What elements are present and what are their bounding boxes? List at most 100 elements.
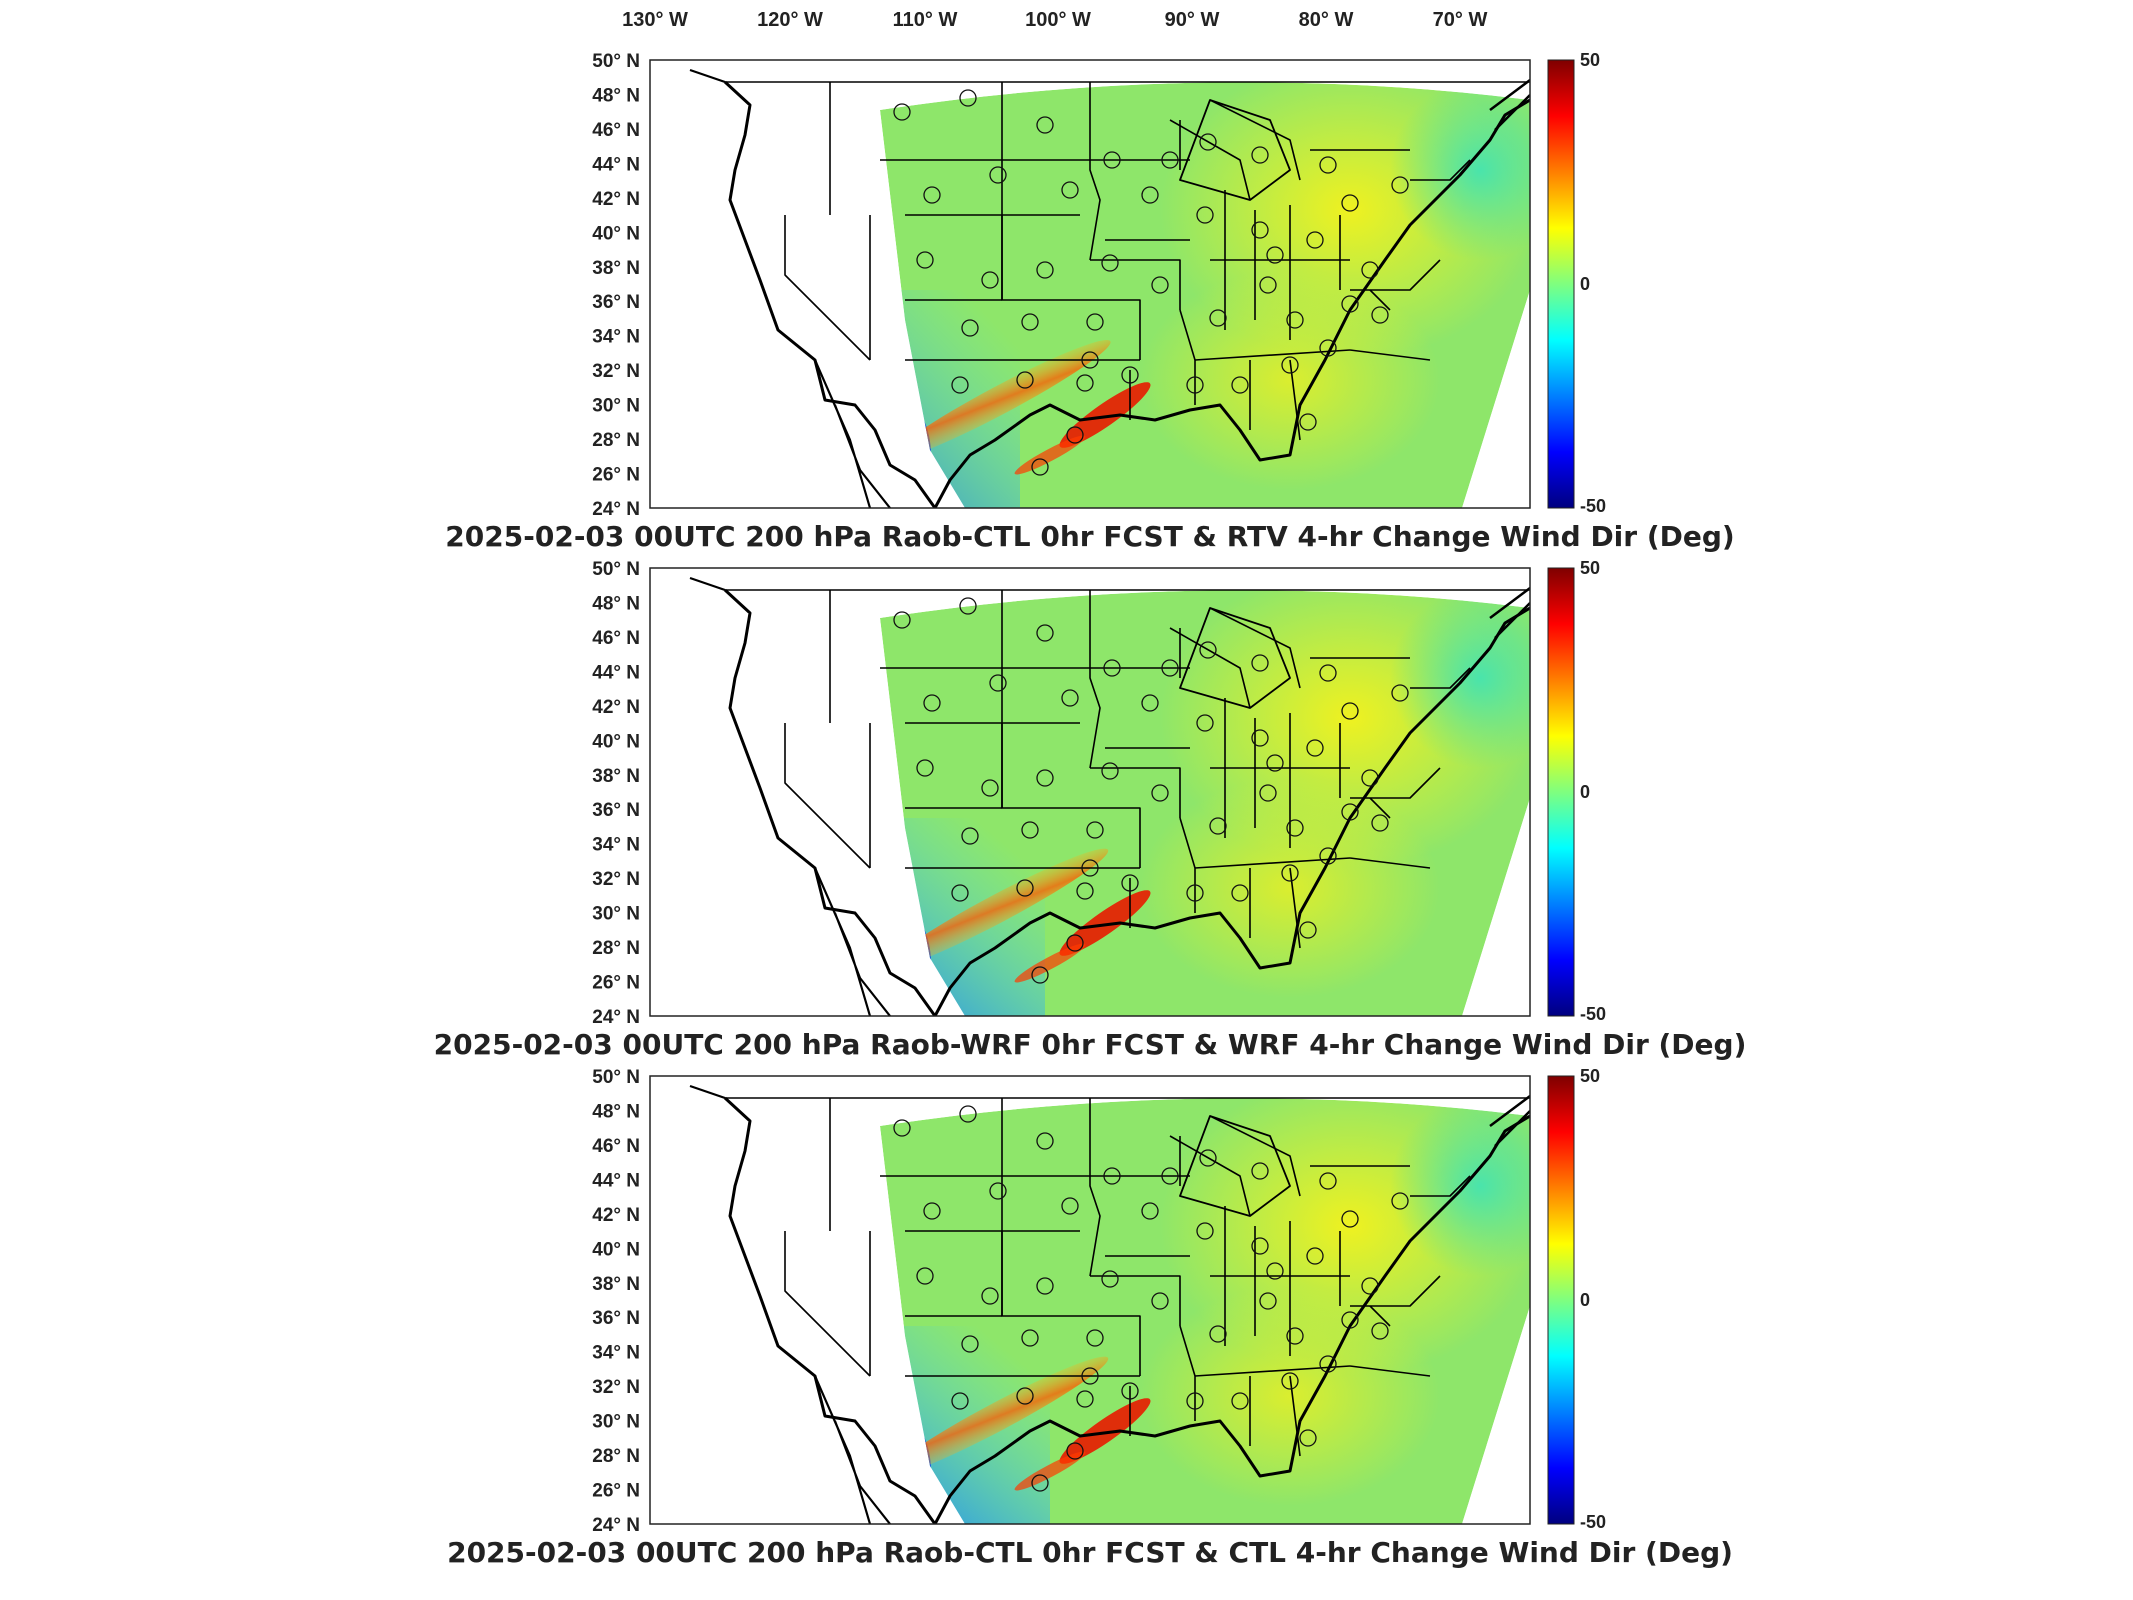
colorbar-tick-label: 0 <box>1580 782 1590 802</box>
lon-label: 90° W <box>1165 9 1220 31</box>
raob-station-marker <box>1319 1355 1337 1373</box>
raob-stations <box>893 597 1409 984</box>
raob-station-marker <box>959 1105 977 1123</box>
raob-station-marker <box>1161 151 1179 169</box>
raob-station-marker <box>1161 659 1179 677</box>
lat-label: 46° N <box>592 628 640 649</box>
lat-label: 24° N <box>592 499 640 520</box>
lat-label: 44° N <box>592 154 640 175</box>
raob-station-marker <box>1391 176 1409 194</box>
canada-border <box>689 1084 726 1100</box>
raob-station-marker <box>1319 156 1337 174</box>
raob-station-marker <box>961 319 979 337</box>
colorbar-tick-label: 0 <box>1580 1290 1590 1310</box>
raob-station-marker <box>1021 821 1039 839</box>
raob-station-marker <box>1103 659 1121 677</box>
state-border <box>1090 259 1181 310</box>
state-border <box>1349 349 1431 361</box>
positive-anomaly <box>887 1356 1109 1477</box>
lat-label: 48° N <box>592 1101 640 1122</box>
map-panel: 50° N 48° N 46° N 44° N 42° N 40° N 38° N 36° N… <box>447 1066 1733 1569</box>
raob-station-marker <box>981 1287 999 1305</box>
raob-station-marker <box>1016 879 1034 897</box>
state-border <box>1169 119 1251 201</box>
raob-station-marker <box>1319 664 1337 682</box>
state-border <box>1001 1231 1141 1376</box>
colorbar-tick-label: 50 <box>1580 558 1600 578</box>
lat-label: 50° N <box>592 1067 640 1088</box>
map-panel: 50° N 48° N 46° N 44° N 42° N 40° N 38° N 36° N… <box>434 558 1747 1061</box>
raob-station-marker <box>1259 276 1277 294</box>
lat-label: 30° N <box>592 396 640 417</box>
raob-station-marker <box>916 1267 934 1285</box>
raob-station-marker <box>1061 1197 1079 1215</box>
state-border <box>1090 767 1181 818</box>
raob-station-marker <box>1199 641 1217 659</box>
state-border <box>784 215 871 361</box>
lat-label: 26° N <box>592 1481 640 1502</box>
raob-station-marker <box>1121 1382 1139 1400</box>
lon-label: 110° W <box>893 9 958 31</box>
northeast-coast <box>1489 1095 1530 1147</box>
raob-station-marker <box>959 89 977 107</box>
raob-station-marker <box>1021 313 1039 331</box>
lat-label: 34° N <box>592 1343 640 1364</box>
lat-label: 36° N <box>592 1308 640 1329</box>
raob-station-marker <box>1306 739 1324 757</box>
state-border <box>1169 1135 1251 1217</box>
lon-label: 120° W <box>757 9 823 31</box>
raob-station-marker <box>1016 371 1034 389</box>
baja-coastline <box>813 1375 891 1524</box>
raob-station-marker <box>1341 1210 1359 1228</box>
raob-station-marker <box>1141 694 1159 712</box>
lat-label: 28° N <box>592 1446 640 1467</box>
state-border <box>1349 1365 1431 1377</box>
raob-station-marker <box>1266 1262 1284 1280</box>
lat-label: 32° N <box>592 869 640 890</box>
raob-station-marker <box>951 376 969 394</box>
raob-station-marker <box>1036 624 1054 642</box>
raob-station-marker <box>1371 814 1389 832</box>
lat-label: 32° N <box>592 361 640 382</box>
raob-station-marker <box>1066 934 1084 952</box>
state-border <box>1194 857 1351 869</box>
raob-station-marker <box>1103 151 1121 169</box>
raob-station-marker <box>1151 1292 1169 1310</box>
raob-stations <box>893 89 1409 476</box>
raob-station-marker <box>923 694 941 712</box>
raob-station-marker <box>1306 1247 1324 1265</box>
raob-station-marker <box>1101 762 1119 780</box>
raob-station-marker <box>1121 874 1139 892</box>
raob-station-marker <box>1101 254 1119 272</box>
raob-station-marker <box>1299 921 1317 939</box>
negative-anomaly <box>1390 1098 1530 1276</box>
lat-label: 26° N <box>592 973 640 994</box>
state-border <box>1369 1305 1391 1327</box>
panel-title: 2025-02-03 00UTC 200 hPa Raob-CTL 0hr FC… <box>445 520 1734 553</box>
lat-label: 44° N <box>592 1170 640 1191</box>
wind-dir-field <box>880 82 1530 508</box>
colorbar: 50 0 -50 <box>1547 1066 1606 1532</box>
northeast-coast <box>1489 79 1530 131</box>
lat-label: 48° N <box>592 593 640 614</box>
raob-station-marker <box>1341 1311 1359 1329</box>
raob-station-marker <box>1251 221 1269 239</box>
lat-label: 40° N <box>592 731 640 752</box>
coastline-borders <box>689 68 1530 508</box>
state-border <box>1209 607 1301 689</box>
state-border <box>1001 215 1141 360</box>
raob-station-marker <box>1196 1222 1214 1240</box>
baja-coastline <box>813 867 891 1016</box>
raob-station-marker <box>1209 309 1227 327</box>
colorbar-tick-label: -50 <box>1580 1512 1606 1532</box>
colorbar-tick-label: 0 <box>1580 274 1590 294</box>
state-border <box>784 723 871 869</box>
raob-station-marker <box>1066 426 1084 444</box>
raob-station-marker <box>1036 1132 1054 1150</box>
raob-station-marker <box>1286 311 1304 329</box>
raob-station-marker <box>923 1202 941 1220</box>
lat-label: 28° N <box>592 430 640 451</box>
us-coastline <box>723 1096 1530 1524</box>
raob-station-marker <box>1286 819 1304 837</box>
